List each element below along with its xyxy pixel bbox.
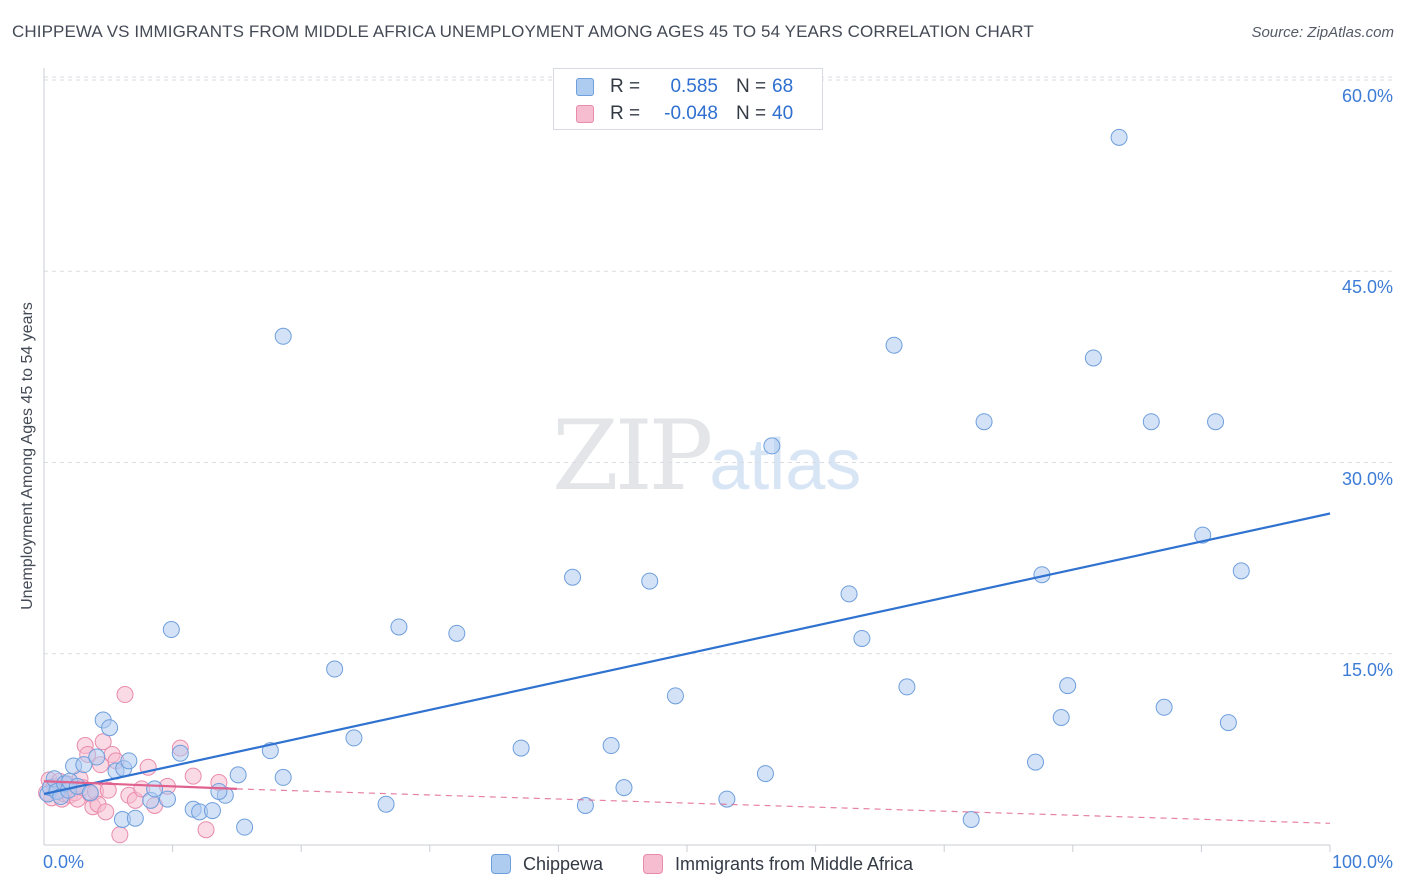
chippewa-trend-line <box>43 512 1331 796</box>
chippewa-point <box>75 756 93 774</box>
chippewa-point <box>615 779 633 797</box>
x-tick-label: 100.0% <box>1331 852 1393 872</box>
y-axis-label: Unemployment Among Ages 45 to 54 years <box>19 302 36 610</box>
chippewa-point <box>345 729 363 747</box>
chippewa-point <box>853 629 871 647</box>
immigrants-point <box>197 821 215 839</box>
trend-lines <box>43 512 1331 824</box>
immigrants-point <box>94 733 112 751</box>
chippewa-point <box>602 737 620 755</box>
immigrants-point <box>184 767 202 785</box>
immigrants-trend-dashed <box>236 788 1331 824</box>
chippewa-point <box>576 796 594 814</box>
chippewa-point <box>512 739 530 757</box>
chippewa-point <box>666 687 684 705</box>
chippewa-point <box>564 568 582 586</box>
chippewa-point <box>448 624 466 642</box>
n-label: N = <box>736 76 767 97</box>
chippewa-series <box>39 128 1250 836</box>
chippewa-point <box>162 621 180 639</box>
chippewa-point <box>975 413 993 431</box>
axes <box>43 68 1331 852</box>
chippewa-point <box>756 765 774 783</box>
chippewa-swatch <box>576 78 594 96</box>
r-label: R = <box>610 76 641 97</box>
chippewa-legend-label: Chippewa <box>523 853 604 874</box>
chippewa-point <box>203 802 221 820</box>
chippewa-point <box>229 766 247 784</box>
chippewa-point <box>840 585 858 603</box>
y-tick-label: 45.0% <box>1341 277 1393 298</box>
gridlines <box>44 76 1395 655</box>
chippewa-point <box>1052 709 1070 726</box>
immigrants-point <box>97 803 115 821</box>
chippewa-legend-swatch <box>491 854 511 874</box>
r-label: R = <box>610 103 641 124</box>
chippewa-point <box>1142 413 1160 431</box>
n-label: N = <box>736 103 767 124</box>
chippewa-point <box>390 618 408 636</box>
chippewa-point <box>1207 413 1225 431</box>
chippewa-point <box>1084 349 1102 367</box>
r-value: -0.048 <box>664 103 718 124</box>
legend-item-immigrants[interactable]: Immigrants from Middle Africa <box>643 851 913 877</box>
correlation-legend: R = 0.585 N = 68 R = -0.048 N = 40 <box>553 68 823 130</box>
chippewa-point <box>120 752 138 770</box>
chippewa-point <box>763 437 781 455</box>
chippewa-point <box>171 744 189 762</box>
immigrants-legend-label: Immigrants from Middle Africa <box>675 853 914 874</box>
chippewa-point <box>326 660 344 678</box>
chippewa-point <box>274 327 292 345</box>
legend-item-chippewa[interactable]: Chippewa <box>491 851 603 877</box>
chippewa-point <box>377 795 395 813</box>
chippewa-point <box>962 811 980 828</box>
chippewa-point <box>1027 753 1045 771</box>
chippewa-point <box>1155 698 1173 716</box>
y-tick-label: 30.0% <box>1341 468 1393 489</box>
immigrants-legend-swatch <box>643 854 663 874</box>
immigrants-point <box>99 781 117 799</box>
chippewa-point <box>88 748 106 766</box>
immigrants-point <box>111 826 129 844</box>
immigrants-point <box>116 686 134 704</box>
chippewa-point <box>885 336 903 354</box>
source-credit: Source: ZipAtlas.com <box>1251 24 1394 41</box>
chippewa-point <box>236 818 254 836</box>
n-value: 68 <box>772 76 794 97</box>
chippewa-point <box>718 790 736 808</box>
chippewa-point <box>274 768 292 786</box>
r-value: 0.585 <box>670 76 718 97</box>
chart-title: CHIPPEWA VS IMMIGRANTS FROM MIDDLE AFRIC… <box>12 22 1034 41</box>
chippewa-point <box>1219 714 1237 732</box>
y-tick-label: 15.0% <box>1341 659 1393 680</box>
chippewa-point <box>146 780 164 798</box>
y-tick-label: 60.0% <box>1341 86 1393 106</box>
chippewa-point <box>1110 128 1128 146</box>
immigrants-swatch <box>576 105 594 123</box>
chippewa-point <box>641 572 659 590</box>
legend-row-chippewa: R = 0.585 N = 68 <box>576 75 793 99</box>
chippewa-point <box>101 719 119 737</box>
chippewa-point <box>210 782 228 800</box>
chippewa-point <box>1232 562 1250 580</box>
chippewa-point <box>898 678 916 696</box>
n-value: 40 <box>772 103 794 124</box>
chippewa-point <box>158 790 176 808</box>
legend-row-immigrants: R = -0.048 N = 40 <box>576 102 793 126</box>
chippewa-point <box>81 784 99 802</box>
chippewa-point <box>1059 677 1077 695</box>
chippewa-point <box>126 809 144 827</box>
x-tick-label: 0.0% <box>43 852 85 872</box>
chippewa-point <box>1194 526 1212 544</box>
chippewa-point <box>261 742 279 760</box>
immigrants-trend-line <box>43 780 237 790</box>
